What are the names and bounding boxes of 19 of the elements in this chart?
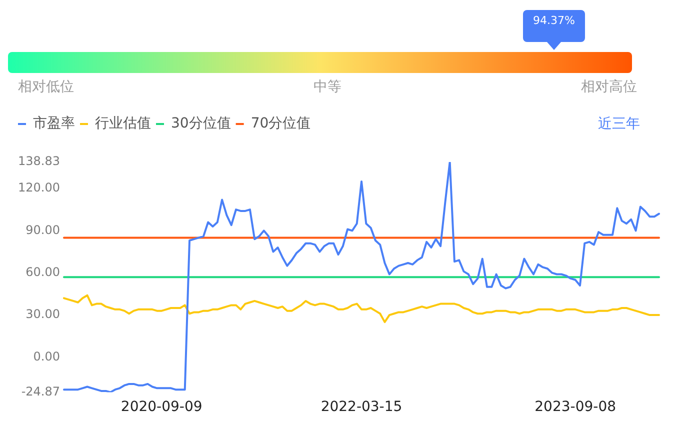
x-tick-label: 2023-09-08 (534, 399, 616, 416)
text: 近三年 (598, 115, 640, 133)
y-tick-label: 0.00 (33, 349, 60, 364)
text: 中等 (314, 78, 342, 96)
y-tick-label: 60.00 (26, 264, 60, 279)
y-tick-label: 90.00 (26, 222, 60, 237)
y-tick-label: 138.83 (18, 154, 60, 168)
x-tick-label: 2020-09-09 (120, 399, 202, 416)
legend-label: 70分位值 (250, 116, 311, 132)
text: 94.37% (532, 14, 576, 27)
x-tick-label: 2022-03-15 (320, 399, 402, 416)
legend-label: 30分位值 (171, 116, 231, 132)
y-tick-label: 30.00 (26, 307, 60, 322)
y-tick-label: 120.00 (18, 180, 60, 195)
y-tick-label: -24.87 (21, 384, 60, 398)
text: 相对低位 (18, 78, 74, 96)
text: 相对高位 (581, 78, 637, 96)
legend-label: 行业估值 (95, 116, 151, 132)
legend-label: 市盈率 (33, 116, 75, 132)
